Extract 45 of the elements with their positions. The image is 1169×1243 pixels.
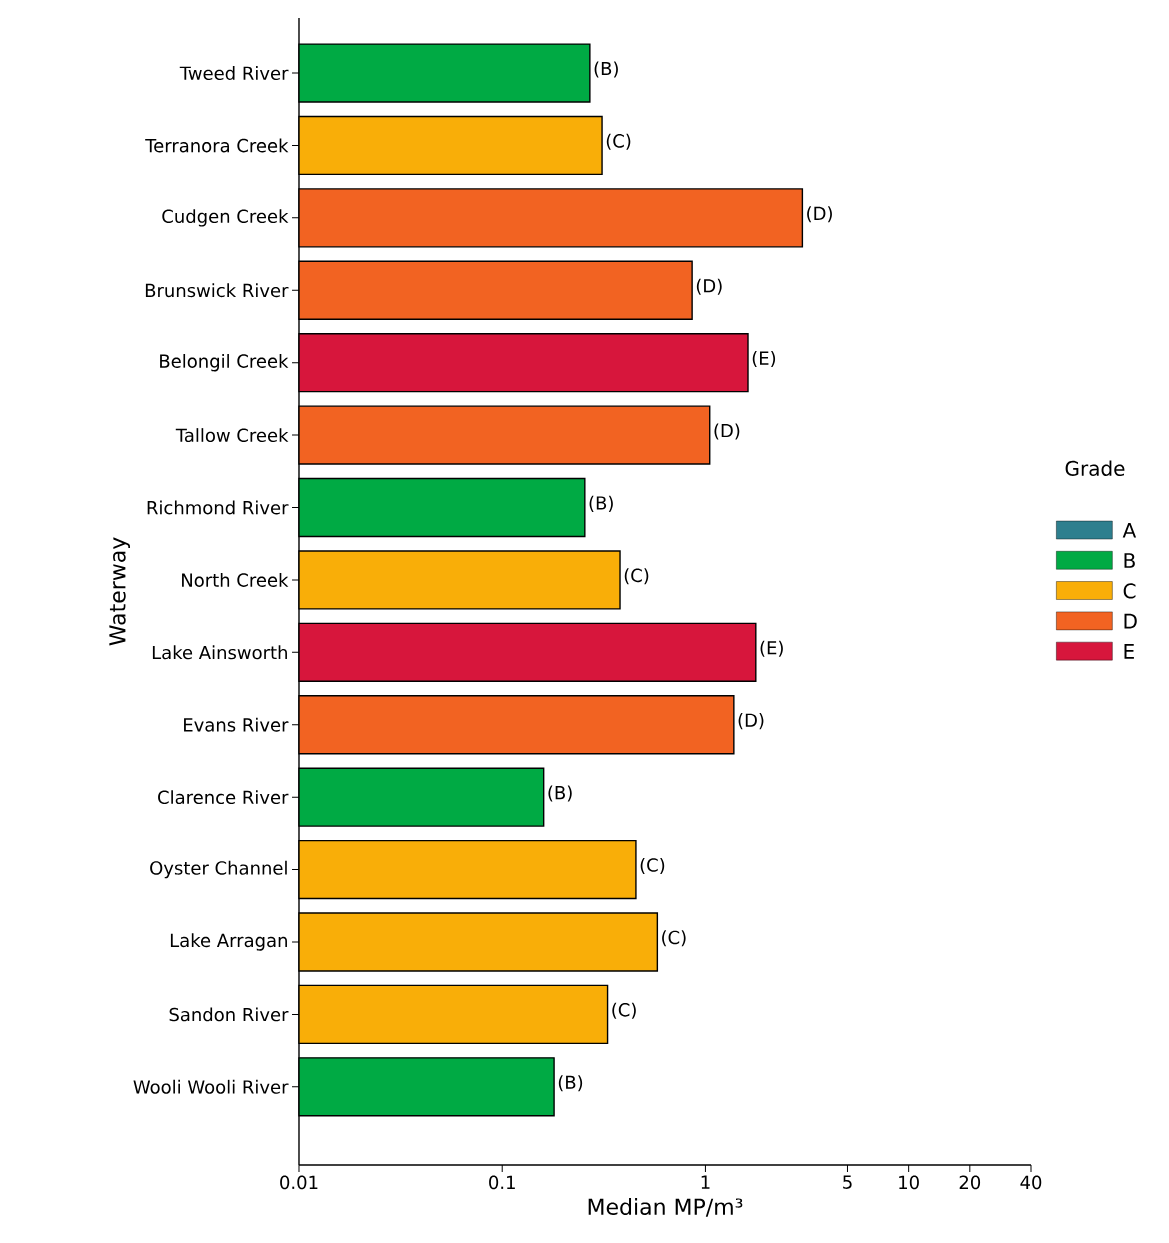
data-label: (D) — [738, 713, 764, 730]
y-tick-label: Tweed River — [179, 66, 289, 80]
x-tick-label: 20 — [959, 1175, 981, 1190]
legend-label: B — [1124, 553, 1135, 568]
x-tick-label: 10 — [899, 1175, 919, 1190]
legend-label: D — [1124, 613, 1137, 629]
data-label: (B) — [594, 61, 618, 78]
data-label: (B) — [548, 785, 572, 802]
y-tick-label: Cudgen Creek — [162, 209, 289, 227]
x-tick-label: 0.01 — [280, 1175, 318, 1190]
x-axis-title: Median MP/m³ — [588, 1198, 743, 1217]
y-tick-label: Richmond River — [147, 500, 289, 515]
legend-label: E — [1124, 644, 1134, 659]
x-tick-label: 1 — [701, 1175, 710, 1189]
data-label: (B) — [558, 1075, 583, 1092]
y-tick-label: Belongil Creek — [160, 353, 289, 372]
legend-label: A — [1122, 523, 1137, 538]
y-tick-label: Lake Arragan — [170, 933, 287, 951]
data-label: (B) — [589, 495, 613, 512]
data-label: (C) — [624, 568, 649, 585]
data-label: (C) — [606, 133, 631, 150]
y-tick-label: Wooli Wooli River — [133, 1079, 289, 1094]
y-tick-label: Tallow Creek — [175, 428, 289, 443]
data-label: (E) — [760, 640, 783, 657]
y-tick-label: Sandon River — [169, 1007, 289, 1022]
y-axis-title: Waterway — [109, 537, 130, 646]
y-tick-label: Oyster Channel — [150, 860, 287, 879]
x-tick-label: 5 — [843, 1175, 852, 1189]
y-tick-label: Terranora Creek — [145, 138, 289, 153]
data-label: (D) — [714, 423, 740, 440]
data-label: (C) — [640, 857, 665, 874]
data-label: (D) — [807, 206, 832, 223]
data-label: (C) — [612, 1002, 636, 1019]
legend-title: Grade — [1065, 460, 1125, 476]
y-tick-label: North Creek — [182, 572, 289, 587]
data-label: (D) — [696, 278, 722, 295]
y-tick-label: Clarence River — [158, 790, 289, 805]
data-label: (C) — [662, 930, 686, 947]
x-tick-label: 40 — [1020, 1175, 1042, 1190]
x-tick-label: 0.1 — [489, 1175, 515, 1190]
data-label: (E) — [752, 351, 776, 368]
y-tick-label: Brunswick River — [145, 283, 289, 298]
y-tick-label: Lake Ainsworth — [152, 645, 287, 660]
y-tick-label: Evans River — [184, 717, 289, 732]
legend-label: C — [1123, 583, 1136, 599]
